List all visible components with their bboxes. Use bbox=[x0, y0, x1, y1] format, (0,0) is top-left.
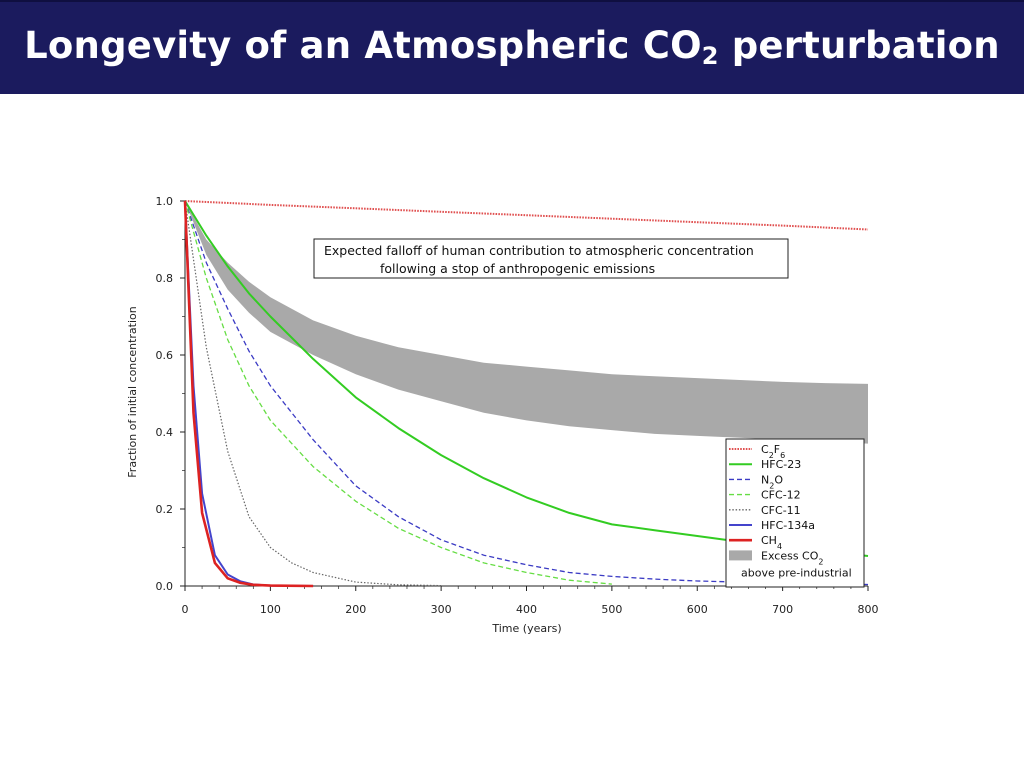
legend-swatch-excess-co2 bbox=[729, 550, 752, 561]
slide-title-subscript: 2 bbox=[701, 42, 719, 70]
y-tick-label: 0.8 bbox=[156, 272, 174, 285]
title-bar bbox=[0, 0, 1024, 94]
excess-co2-band-layer bbox=[185, 201, 868, 444]
legend-label-c2f6: C2F6 bbox=[761, 443, 785, 460]
legend-label-n2o: N2O bbox=[761, 473, 783, 490]
annotation-line-1: Expected falloff of human contribution t… bbox=[324, 243, 754, 258]
slide-title-main: Longevity of an Atmospheric CO bbox=[24, 24, 702, 67]
legend-label-hfc-134a: HFC-134a bbox=[761, 519, 815, 532]
legend-label-excess-co2-line2: above pre-industrial bbox=[741, 566, 852, 579]
x-tick-label: 100 bbox=[260, 603, 281, 616]
x-tick-label: 400 bbox=[516, 603, 537, 616]
x-tick-label: 500 bbox=[601, 603, 622, 616]
x-tick-label: 800 bbox=[858, 603, 879, 616]
excess-co2-band bbox=[185, 201, 868, 444]
legend-label-hfc-23: HFC-23 bbox=[761, 458, 801, 471]
series-line-c2f6 bbox=[184, 200, 869, 231]
x-axis-label: Time (years) bbox=[491, 622, 561, 635]
y-tick-label: 0.0 bbox=[156, 580, 174, 593]
y-tick-label: 0.4 bbox=[156, 426, 174, 439]
y-tick-label: 0.6 bbox=[156, 349, 174, 362]
y-axis-label: Fraction of initial concentration bbox=[126, 306, 139, 477]
x-tick-label: 0 bbox=[182, 603, 189, 616]
series-line-cfc-12 bbox=[184, 200, 612, 585]
series-line-ch4 bbox=[183, 200, 314, 588]
legend-label-cfc-12: CFC-12 bbox=[761, 489, 801, 502]
slide-title-tail: perturbation bbox=[718, 24, 1000, 67]
annotation-line-2: following a stop of anthropogenic emissi… bbox=[380, 261, 655, 276]
y-tick-label: 1.0 bbox=[156, 195, 174, 208]
legend-label-ch4: CH4 bbox=[761, 534, 782, 551]
x-tick-label: 200 bbox=[345, 603, 366, 616]
legend-label-excess-co2: Excess CO2 bbox=[761, 549, 823, 566]
series-line-hfc-134a bbox=[184, 200, 314, 587]
x-tick-label: 600 bbox=[687, 603, 708, 616]
x-tick-label: 700 bbox=[772, 603, 793, 616]
series-layer bbox=[183, 200, 869, 588]
annotation-box: Expected falloff of human contribution t… bbox=[313, 238, 789, 279]
legend-label-cfc-11: CFC-11 bbox=[761, 504, 801, 517]
slide-title: Longevity of an Atmospheric CO2 perturba… bbox=[0, 0, 1024, 94]
series-line-cfc-11 bbox=[184, 200, 442, 587]
y-tick-label: 0.2 bbox=[156, 503, 174, 516]
x-tick-label: 300 bbox=[431, 603, 452, 616]
